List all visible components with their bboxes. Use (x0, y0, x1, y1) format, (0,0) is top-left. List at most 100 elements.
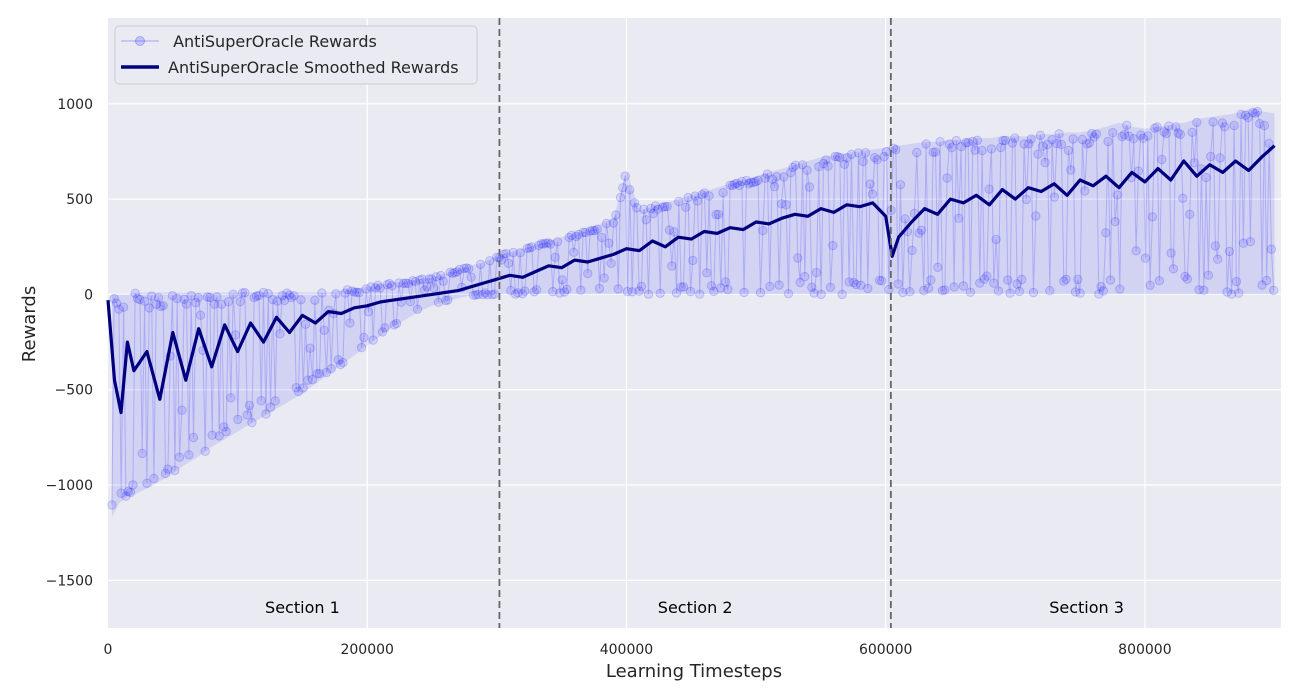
raw-reward-point (244, 400, 255, 411)
raw-reward-point (212, 292, 222, 302)
raw-reward-point (1012, 279, 1022, 289)
raw-reward-point (877, 276, 887, 286)
raw-reward-point (298, 383, 308, 393)
raw-reward-point (830, 151, 840, 162)
raw-reward-point (695, 289, 705, 299)
raw-reward-point (1266, 244, 1277, 254)
y-tick-label: 1000 (57, 97, 93, 113)
raw-reward-point (151, 299, 161, 309)
raw-reward-point (403, 278, 413, 289)
raw-reward-point (142, 478, 152, 488)
raw-reward-point (433, 297, 444, 307)
raw-reward-point (660, 202, 670, 212)
raw-reward-point (1007, 138, 1018, 148)
raw-reward-point (1080, 186, 1090, 196)
raw-reward-point (907, 245, 917, 256)
raw-reward-point (921, 139, 931, 149)
raw-reward-point (559, 287, 570, 297)
raw-reward-point (338, 357, 348, 368)
raw-reward-point (384, 278, 395, 289)
raw-reward-point (1038, 141, 1048, 151)
raw-reward-point (485, 256, 495, 266)
raw-reward-point (1173, 128, 1183, 138)
raw-reward-point (683, 192, 693, 203)
raw-reward-point (580, 227, 591, 238)
raw-reward-point (1084, 138, 1095, 148)
raw-reward-point (734, 180, 745, 191)
raw-reward-point (711, 209, 721, 220)
raw-reward-point (552, 237, 563, 247)
raw-reward-point (130, 288, 140, 298)
raw-reward-point (795, 277, 805, 288)
raw-reward-point (314, 368, 325, 379)
raw-reward-point (471, 290, 481, 300)
raw-reward-point (541, 238, 551, 248)
raw-reward-point (727, 180, 738, 191)
raw-reward-point (837, 289, 847, 300)
raw-reward-point (867, 189, 878, 199)
raw-reward-point (713, 209, 724, 220)
raw-reward-point (1063, 145, 1074, 156)
raw-reward-point (942, 173, 952, 183)
raw-reward-point (354, 287, 364, 298)
raw-reward-point (118, 302, 129, 312)
raw-reward-point (181, 299, 192, 309)
raw-reward-point (116, 488, 126, 498)
raw-reward-point (429, 283, 439, 293)
raw-reward-point (1017, 274, 1027, 285)
raw-reward-point (706, 281, 717, 291)
raw-reward-point (1035, 130, 1046, 141)
raw-reward-point (125, 487, 136, 498)
raw-reward-point (1108, 128, 1118, 138)
raw-reward-point (613, 284, 623, 294)
raw-reward-point (685, 286, 696, 297)
raw-reward-point (690, 191, 700, 201)
raw-reward-point (739, 287, 749, 298)
raw-reward-point (132, 293, 143, 304)
raw-reward-point (282, 288, 292, 298)
raw-reward-point (310, 295, 320, 305)
raw-reward-point (823, 161, 833, 171)
raw-reward-point (422, 282, 432, 292)
raw-reward-point (186, 291, 196, 301)
raw-reward-point (1101, 228, 1111, 238)
raw-reward-point (648, 208, 658, 219)
raw-reward-point (872, 155, 882, 165)
raw-reward-point (375, 283, 385, 293)
raw-reward-point (389, 320, 399, 330)
raw-reward-point (634, 286, 644, 296)
raw-reward-point (566, 230, 577, 241)
raw-reward-point (412, 304, 423, 314)
raw-reward-point (989, 278, 999, 288)
raw-reward-point (874, 275, 885, 285)
raw-rewards-range (111, 109, 1275, 518)
raw-reward-point (1145, 280, 1155, 290)
raw-reward-point (944, 139, 955, 149)
raw-reward-point (319, 325, 329, 335)
raw-reward-point (247, 417, 257, 428)
raw-reward-point (1045, 286, 1055, 296)
raw-reward-point (720, 277, 731, 287)
plot-background (108, 18, 1281, 628)
raw-reward-point (1175, 129, 1186, 140)
raw-reward-point (1171, 122, 1181, 132)
x-tick-label: 200000 (340, 642, 393, 658)
raw-rewards-line (111, 110, 1275, 505)
raw-reward-point (765, 281, 775, 292)
raw-reward-point (1087, 128, 1097, 139)
raw-reward-point (277, 291, 287, 301)
raw-reward-point (1091, 129, 1102, 139)
raw-reward-point (965, 287, 976, 297)
raw-reward-point (263, 288, 273, 299)
smoothed-rewards-line (106, 144, 1276, 415)
raw-reward-point (391, 318, 402, 329)
raw-reward-point (265, 402, 276, 412)
raw-reward-point (671, 288, 682, 298)
raw-reward-point (156, 301, 166, 312)
raw-reward-point (853, 148, 864, 158)
raw-reward-point (790, 160, 801, 170)
raw-reward-point (1178, 193, 1188, 204)
legend-raw-label: AntiSuperOracle Rewards (168, 32, 377, 51)
raw-reward-point (1157, 154, 1167, 165)
raw-reward-point (898, 287, 908, 298)
